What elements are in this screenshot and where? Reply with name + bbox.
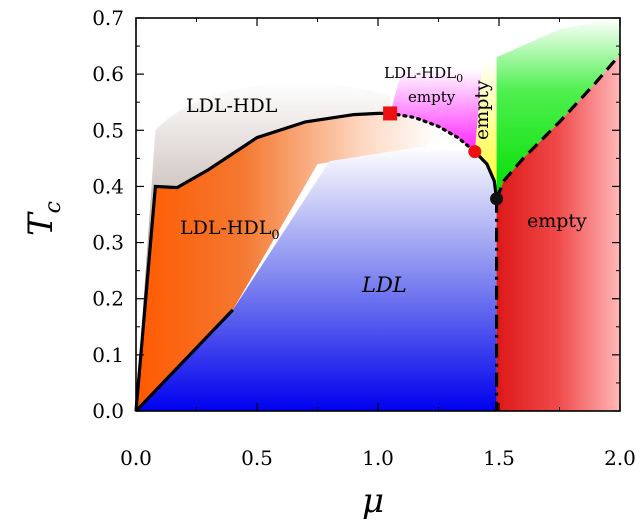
phase-boundaries [134, 53, 622, 413]
y-tick-label: 0.6 [92, 62, 124, 86]
boundary-line-solid [134, 308, 234, 413]
x-axis-label: μ [362, 481, 384, 521]
y-tick-label: 0.7 [92, 6, 124, 30]
region-label-ldl-hdl0-top: LDL-HDL0 [384, 64, 463, 85]
x-tick-label: 1.5 [483, 446, 515, 470]
y-tick-label: 0.4 [92, 174, 124, 198]
region-green [496, 18, 620, 199]
y-tick-label: 0.3 [92, 231, 124, 255]
region-label-ldl-hdl0: LDL-HDL0 [180, 217, 280, 243]
critical-point-circle [468, 145, 482, 159]
y-tick-label: 0.1 [92, 343, 124, 367]
y-tick-label: 0.2 [92, 287, 124, 311]
region-ldl-hdl [136, 82, 391, 411]
region-label-ldl-hdl: LDL-HDL [186, 95, 278, 117]
region-empty-red [496, 54, 620, 411]
axis-ticks: 0.0 0.5 1.0 1.5 2.0 0.0 0.1 0.2 0.3 0.4 0.5 0.6 0.7 [92, 6, 636, 470]
special-points [383, 106, 504, 206]
critical-point-square [383, 106, 398, 121]
region-empty-yellow [474, 57, 497, 199]
region-ldl-hdl0-empty [390, 68, 483, 152]
critical-point-circle [490, 192, 504, 206]
y-tick-label: 0.5 [92, 118, 124, 142]
x-tick-label: 0.0 [120, 446, 152, 470]
region-label-empty-yellow: empty [471, 80, 493, 140]
y-axis-label: Tc [21, 201, 66, 236]
region-ldl [136, 147, 497, 411]
x-tick-label: 1.0 [362, 446, 394, 470]
boundary-line-dotted [388, 111, 477, 154]
region-label-empty-magenta: empty [408, 88, 456, 106]
x-tick-label: 0.5 [241, 446, 273, 470]
boundary-line-solid [473, 150, 499, 200]
x-tick-label: 2.0 [604, 446, 636, 470]
region-ldl-hdl0 [136, 113, 439, 411]
y-tick-label: 0.0 [92, 399, 124, 423]
boundary-line-solid [134, 111, 391, 412]
phase-regions [136, 18, 620, 411]
region-label-empty-red: empty [527, 210, 587, 232]
boundary-line-dashed [495, 53, 622, 200]
region-label-ldl: LDL [361, 273, 407, 297]
